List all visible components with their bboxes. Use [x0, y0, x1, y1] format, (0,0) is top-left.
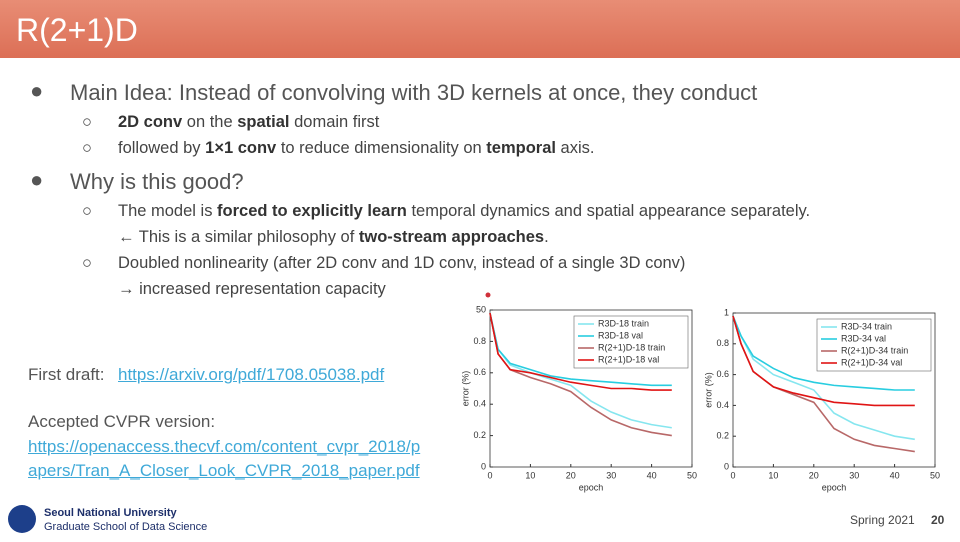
x-tick-label: 10 — [768, 470, 778, 480]
y-tick-label: 0.2 — [716, 431, 729, 441]
text-run: The model is — [118, 202, 218, 220]
y-axis-label: error (%) — [703, 372, 713, 408]
text-run: on the — [182, 113, 238, 131]
cvpr-label: Accepted CVPR version: — [28, 412, 216, 431]
y-tick-label: 0.6 — [716, 369, 729, 379]
x-tick-label: 20 — [566, 470, 576, 480]
text-run: forced to explicitly learn — [217, 202, 407, 220]
cvpr-link[interactable]: apers/Tran_A_Closer_Look_CVPR_2018_paper… — [28, 461, 420, 480]
draft-label: First draft: — [28, 365, 105, 384]
sub-text: followed by 1×1 conv to reduce dimension… — [118, 139, 594, 158]
text-run: temporal dynamics and spatial appearance… — [406, 202, 811, 220]
sub-bullet: ○ — [82, 113, 92, 131]
x-axis-label: epoch — [579, 482, 604, 492]
line — [732, 315, 915, 391]
x-tick-label: 20 — [809, 470, 819, 480]
y-tick-label: 0.2 — [473, 430, 486, 440]
text-run: two-stream approaches — [358, 228, 545, 246]
y-tick-label: 0.8 — [473, 336, 486, 346]
title: R(2+1)D — [16, 12, 138, 48]
x-tick-label: 30 — [849, 470, 859, 480]
dot — [485, 292, 491, 298]
legend-label: R(2+1)D-18 train — [598, 342, 665, 352]
sub-bullet: ○ — [82, 139, 92, 157]
university: Seoul National University — [44, 507, 178, 519]
logo — [8, 505, 36, 533]
text-run: 2D conv — [118, 113, 183, 131]
x-tick-label: 30 — [606, 470, 616, 480]
text-run: Doubled nonlinearity (after 2D conv and … — [118, 254, 686, 272]
text-run: to reduce dimensionality on — [276, 139, 487, 157]
legend-label: R(2+1)D-34 train — [841, 345, 908, 355]
y-tick-label: 0.4 — [473, 399, 486, 409]
x-tick-label: 0 — [487, 470, 492, 480]
sub-text: Doubled nonlinearity (after 2D conv and … — [118, 254, 685, 273]
sub-text: → increased representation capacity — [118, 280, 386, 299]
cvpr-link[interactable]: https://openaccess.thecvf.com/content_cv… — [28, 437, 421, 456]
text-run: → increased representation capacity — [118, 280, 386, 298]
bullet-text: Main Idea: Instead of convolving with 3D… — [70, 80, 757, 106]
sub-bullet: ○ — [82, 254, 92, 272]
y-tick-label: 0.6 — [473, 367, 486, 377]
sub-text: 2D conv on the spatial domain first — [118, 113, 379, 132]
y-tick-label: 0 — [481, 461, 486, 471]
bullet-dot: ● — [30, 78, 44, 103]
text-run: followed by — [118, 139, 206, 157]
school: Graduate School of Data Science — [44, 521, 207, 533]
sub-text: The model is forced to explicitly learn … — [118, 202, 810, 221]
x-tick-label: 50 — [930, 470, 940, 480]
page-number: 20 — [931, 513, 945, 527]
text-run: domain first — [289, 113, 380, 131]
legend-label: R3D-18 val — [598, 330, 643, 340]
line — [732, 315, 915, 441]
line — [489, 312, 672, 387]
text-run: spatial — [237, 113, 290, 131]
header: R(2+1)D — [0, 0, 960, 58]
y-axis-label: error (%) — [460, 371, 470, 407]
text-run: axis. — [555, 139, 595, 157]
legend-label: R3D-18 train — [598, 318, 649, 328]
bullet-text: Why is this good? — [70, 169, 244, 195]
legend-label: R3D-34 val — [841, 333, 886, 343]
text-run: temporal — [486, 139, 556, 157]
text-run: 1×1 conv — [205, 139, 277, 157]
text-run: Main Idea: Instead of convolving with 3D… — [70, 80, 758, 105]
x-tick-label: 40 — [647, 470, 657, 480]
y-tick-label: 0 — [724, 461, 729, 471]
legend-label: R3D-34 train — [841, 321, 892, 331]
x-tick-label: 40 — [890, 470, 900, 480]
text-run: ← This is a similar philosophy of — [118, 228, 359, 246]
bullet-dot: ● — [30, 167, 44, 192]
y-tick-label: 0.8 — [716, 338, 729, 348]
y-tick-label: 0.4 — [716, 400, 729, 410]
text-run: Why is this good? — [70, 169, 244, 194]
line — [732, 315, 915, 407]
x-tick-label: 0 — [730, 470, 735, 480]
legend-label: R(2+1)D-34 val — [841, 357, 902, 367]
line — [489, 312, 672, 391]
x-tick-label: 10 — [525, 470, 535, 480]
y-tick-label: 1 — [724, 307, 729, 317]
sub-text: ← This is a similar philosophy of two-st… — [118, 228, 549, 247]
draft-link[interactable]: https://arxiv.org/pdf/1708.05038.pdf — [118, 365, 385, 384]
text-run: . — [544, 228, 549, 246]
term: Spring 2021 — [850, 513, 915, 527]
legend-label: R(2+1)D-18 val — [598, 354, 659, 364]
sub-bullet: ○ — [82, 202, 92, 220]
y-tick-label: 50 — [476, 304, 486, 314]
x-tick-label: 50 — [687, 470, 697, 480]
x-axis-label: epoch — [822, 482, 847, 492]
